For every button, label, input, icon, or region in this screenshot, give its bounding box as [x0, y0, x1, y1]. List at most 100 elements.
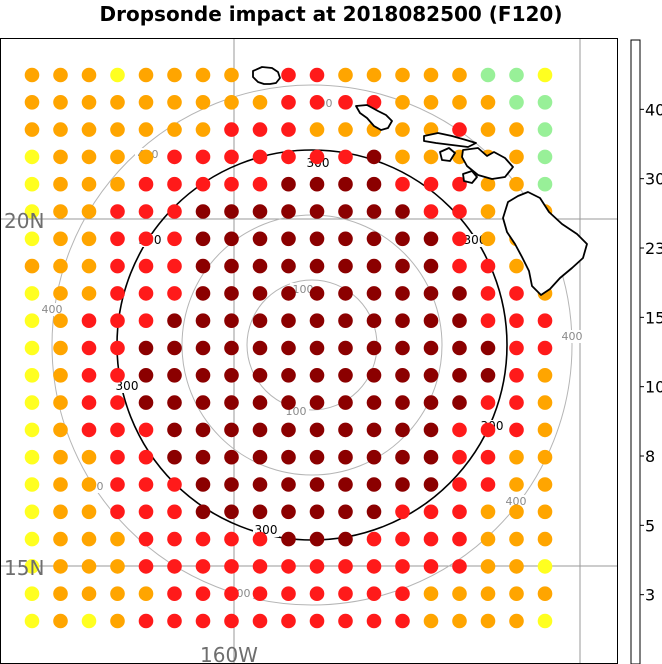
impact-dot: [366, 368, 382, 383]
impact-dot: [224, 531, 239, 547]
impact-dot: [81, 504, 97, 520]
impact-dot: [338, 204, 353, 219]
ring-label-300km: 300: [116, 379, 139, 393]
impact-dot: [224, 67, 239, 83]
ring-label-bg: [290, 283, 316, 296]
colorbar-tick-label: 30: [645, 170, 662, 189]
impact-dot: [537, 586, 553, 601]
impact-dot: [423, 204, 439, 219]
impact-dot: [24, 422, 40, 438]
impact-dot: [480, 313, 496, 329]
impact-dot: [338, 67, 353, 83]
impact-dot: [110, 559, 125, 574]
impact-dot: [452, 613, 467, 629]
impact-dot: [395, 176, 410, 192]
impact-dot: [138, 477, 154, 492]
impact-dot: [395, 313, 410, 329]
colorbar-tick-label: 3: [645, 586, 655, 605]
impact-dot: [509, 613, 524, 629]
impact-dot: [167, 313, 182, 329]
impact-dot: [480, 340, 496, 356]
impact-dot: [110, 340, 125, 356]
impact-dot: [366, 313, 382, 329]
impact-dot: [138, 559, 154, 574]
impact-dot: [452, 122, 467, 137]
impact-dot: [423, 449, 439, 465]
impact-dot: [338, 504, 353, 520]
impact-dot: [81, 559, 97, 574]
impact-dot: [509, 477, 524, 492]
impact-dot: [309, 95, 325, 110]
impact-dot: [195, 149, 211, 165]
impact-dot: [509, 586, 524, 601]
impact-dot: [224, 313, 239, 329]
impact-dot: [509, 395, 524, 410]
map-title: Dropsonde impact at 2018082500 (F120): [99, 2, 563, 26]
impact-dot: [81, 231, 97, 247]
ring-label-400km: 400: [506, 495, 527, 508]
impact-dot: [252, 613, 268, 629]
impact-dot: [224, 95, 239, 110]
impact-dot: [452, 340, 467, 356]
impact-dot: [110, 531, 125, 547]
impact-dot: [423, 613, 439, 629]
impact-dot: [395, 122, 410, 137]
impact-dot: [81, 531, 97, 547]
impact-dot: [53, 122, 68, 137]
impact-dot: [395, 95, 410, 110]
impact-dot: [24, 258, 40, 274]
impact-dot: [309, 231, 325, 247]
impact-dot: [366, 231, 382, 247]
impact-dot: [138, 122, 154, 137]
impact-dot: [252, 286, 268, 301]
impact-dot: [338, 231, 353, 247]
impact-dot: [110, 204, 125, 219]
impact-dot: [309, 176, 325, 192]
impact-dot: [537, 149, 553, 165]
impact-dot: [252, 149, 268, 165]
impact-dot: [110, 231, 125, 247]
hawaiian-islands: [252, 66, 588, 296]
impact-dot: [281, 231, 296, 247]
impact-dot: [81, 258, 97, 274]
impact-dot: [195, 504, 211, 520]
impact-dot: [537, 368, 553, 383]
impact-dot: [423, 504, 439, 520]
impact-dot: [537, 477, 553, 492]
impact-dot: [110, 613, 125, 629]
impact-dot: [252, 449, 268, 465]
impact-dot: [423, 67, 439, 83]
impact-dot: [309, 422, 325, 438]
impact-dot: [81, 122, 97, 137]
impact-dot: [452, 531, 467, 547]
impact-dot: [24, 559, 40, 574]
impact-dot: [81, 286, 97, 301]
impact-dot: [252, 395, 268, 410]
impact-dot: [537, 422, 553, 438]
impact-dot: [195, 176, 211, 192]
impact-dot: [167, 477, 182, 492]
impact-dot: [167, 67, 182, 83]
impact-dot: [366, 67, 382, 83]
impact-dot: [53, 231, 68, 247]
impact-dot: [224, 504, 239, 520]
impact-dot: [366, 613, 382, 629]
impact-dot: [366, 204, 382, 219]
impact-dot: [252, 313, 268, 329]
impact-dot: [24, 231, 40, 247]
impact-dot: [423, 531, 439, 547]
impact-dot: [366, 449, 382, 465]
impact-dot: [24, 613, 40, 629]
impact-dot: [537, 122, 553, 137]
kauai-island: [252, 66, 281, 85]
impact-dot: [281, 477, 296, 492]
impact-dot: [138, 422, 154, 438]
range-ring-400km: [51, 84, 573, 606]
impact-dot: [81, 313, 97, 329]
impact-dot: [167, 176, 182, 192]
impact-dot: [509, 368, 524, 383]
impact-dot: [138, 504, 154, 520]
impact-dot: [167, 504, 182, 520]
impact-dot: [252, 231, 268, 247]
impact-dot: [452, 395, 467, 410]
